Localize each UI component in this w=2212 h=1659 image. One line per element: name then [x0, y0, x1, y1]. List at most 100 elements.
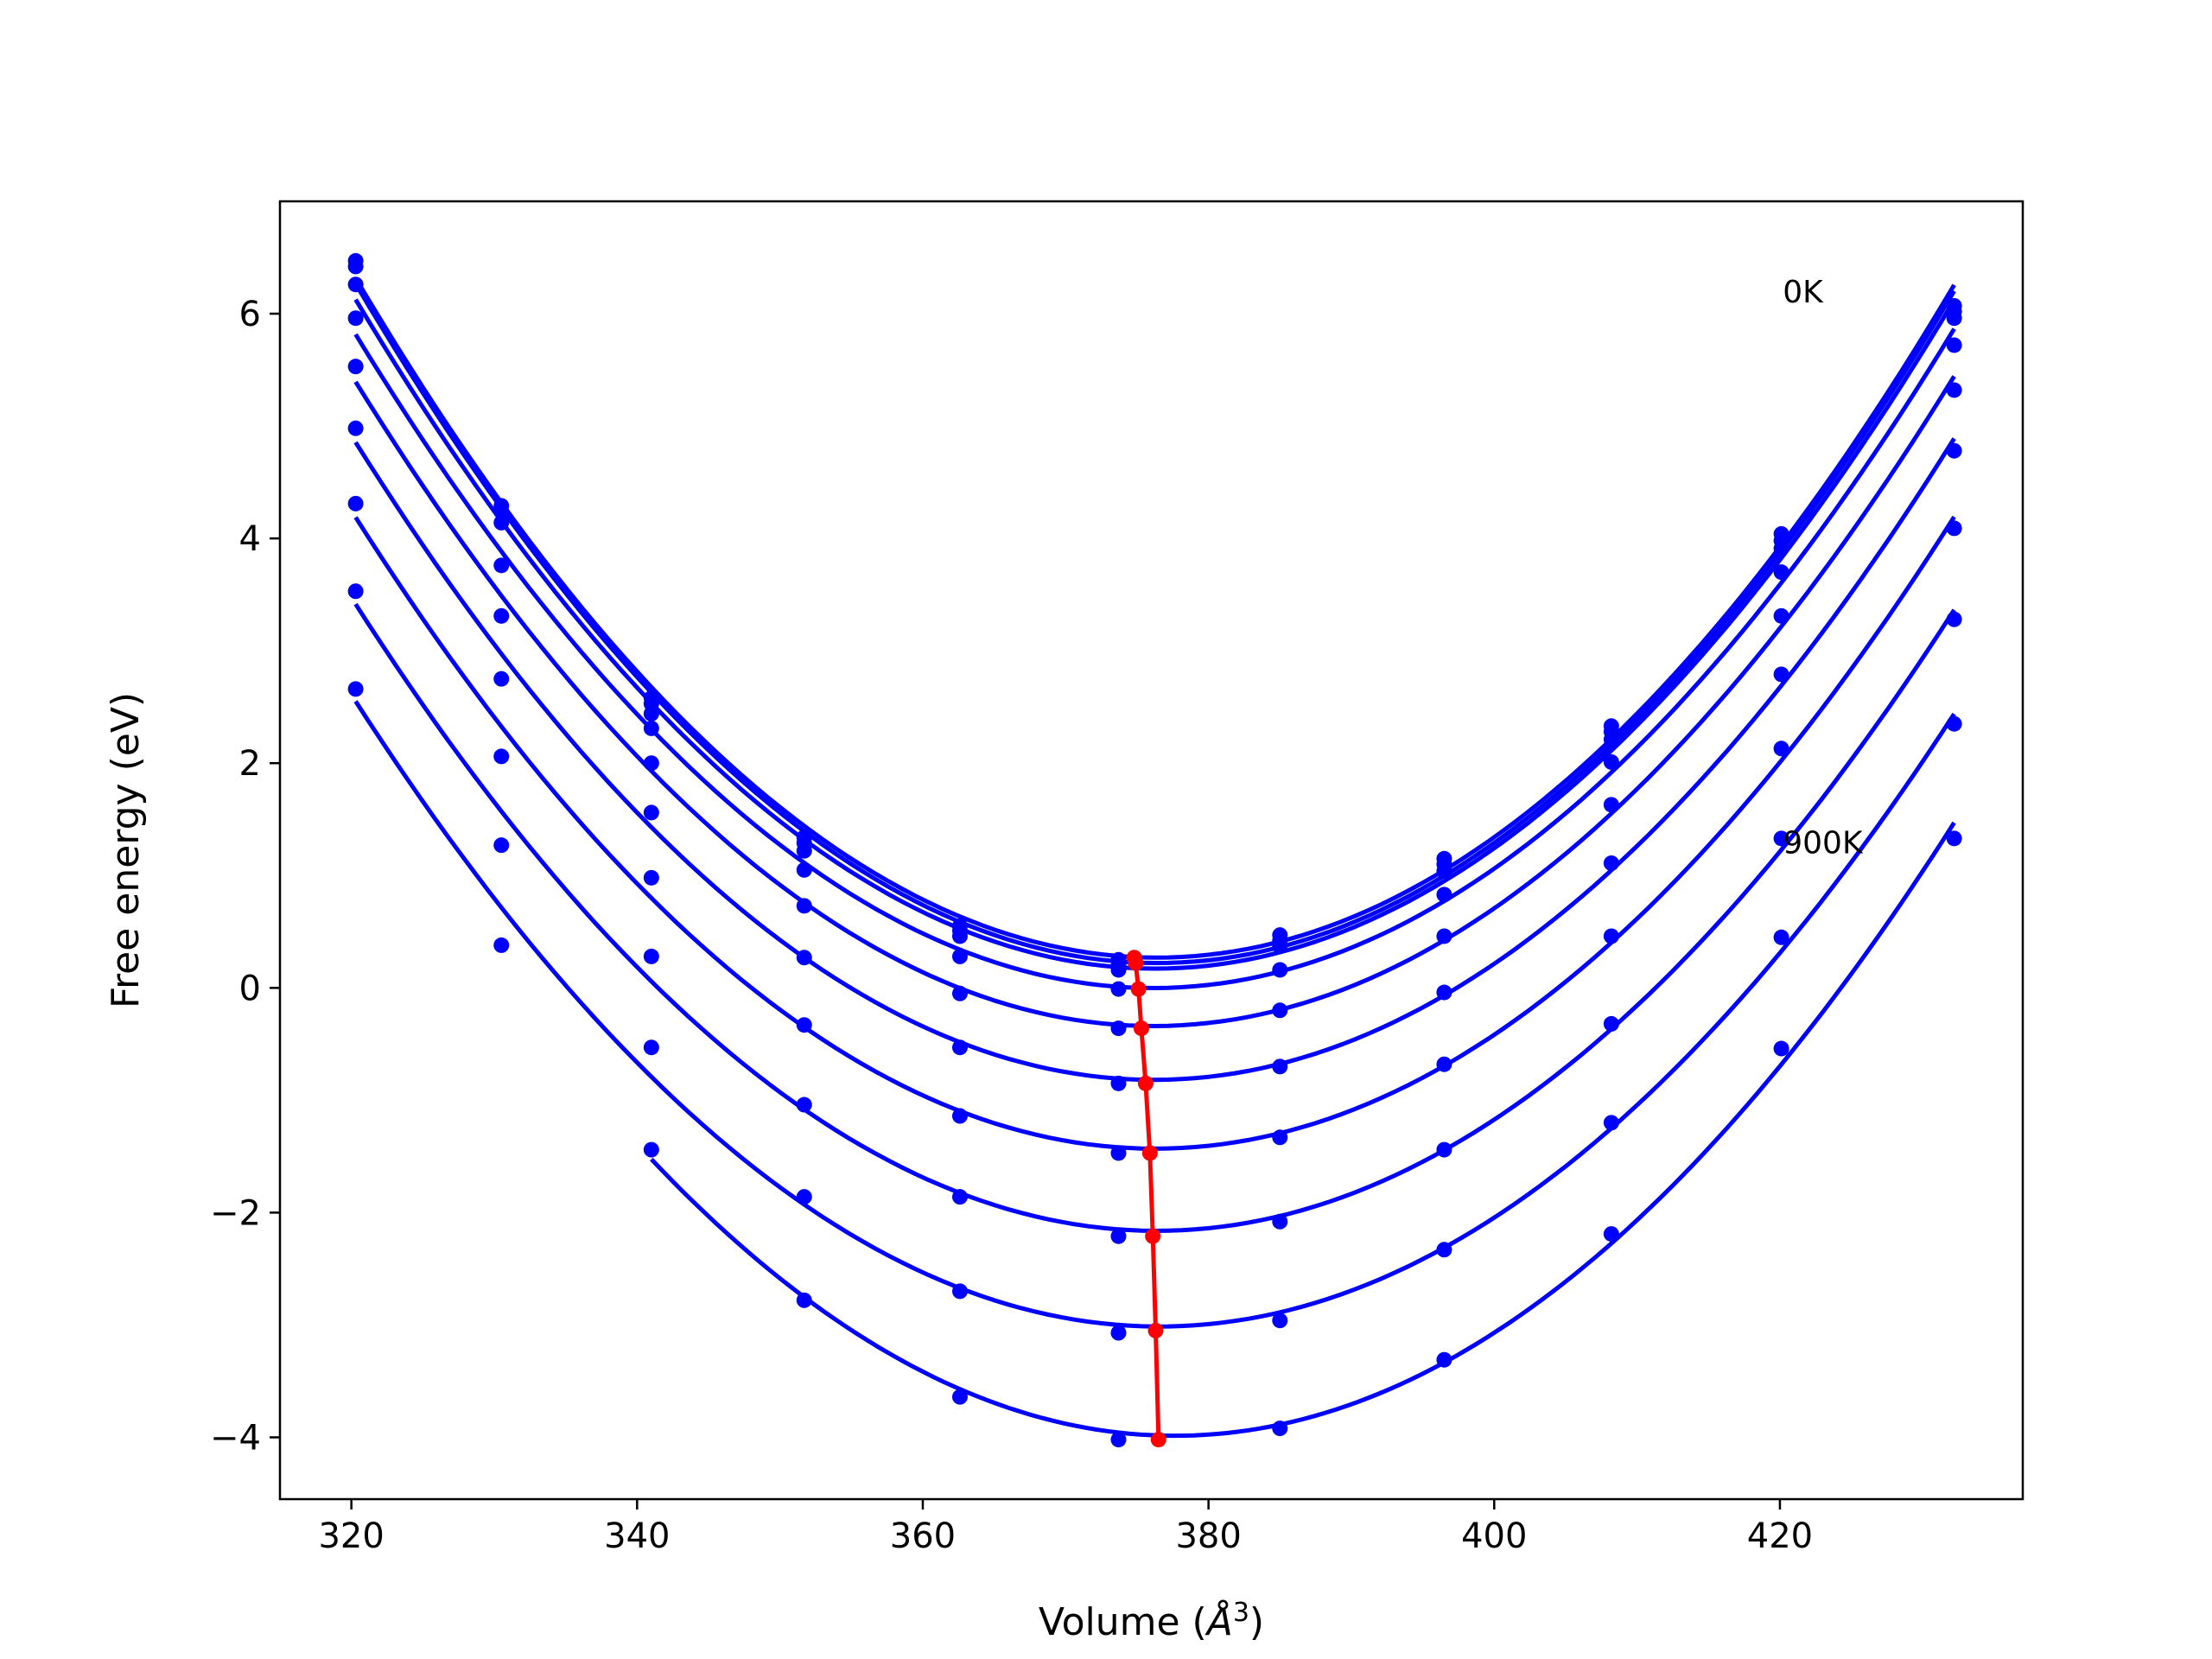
data-point: [796, 842, 812, 859]
data-point: [1110, 1325, 1127, 1341]
data-point: [643, 705, 659, 721]
data-point: [347, 495, 364, 512]
data-point: [347, 276, 364, 293]
data-point: [1110, 1020, 1127, 1037]
data-point: [1110, 1228, 1127, 1244]
x-tick-label: 320: [318, 1516, 384, 1556]
energy-curve: [353, 327, 1956, 991]
data-point: [951, 928, 968, 944]
minimum-point: [1145, 1228, 1161, 1244]
data-point: [493, 748, 510, 765]
data-point: [951, 985, 968, 1001]
data-point: [1603, 1015, 1619, 1032]
data-point: [1436, 1056, 1452, 1072]
data-point: [796, 1096, 812, 1113]
minimum-point: [1130, 981, 1147, 997]
y-tick-label: 2: [239, 744, 261, 784]
data-point: [1773, 564, 1789, 581]
plot-frame: [278, 200, 2024, 1501]
data-point: [643, 804, 659, 821]
x-tick-label: 340: [604, 1516, 670, 1556]
minimum-point: [1147, 1322, 1164, 1338]
data-point: [347, 258, 364, 275]
data-point: [1110, 1075, 1127, 1091]
x-axis-label-text: Volume (: [1039, 1600, 1207, 1644]
x-axis-label-unit: Å: [1205, 1599, 1233, 1644]
data-point: [643, 869, 659, 886]
data-point: [1436, 1351, 1452, 1368]
minimum-point: [1150, 1432, 1166, 1448]
data-point: [347, 359, 364, 375]
data-point: [1110, 962, 1127, 978]
y-tick-label: 4: [239, 519, 261, 559]
data-point: [1110, 981, 1127, 997]
annotation-label: 900K: [1783, 825, 1864, 861]
data-point: [1272, 962, 1288, 978]
data-point: [1436, 887, 1452, 903]
data-point: [1272, 1129, 1288, 1146]
data-point: [1272, 1002, 1288, 1019]
data-point: [1773, 666, 1789, 683]
energy-curve: [650, 821, 1956, 1439]
data-point: [1272, 1313, 1288, 1329]
data-point: [1603, 797, 1619, 813]
data-point: [493, 514, 510, 531]
data-point: [347, 420, 364, 436]
data-point: [1946, 337, 1962, 353]
y-tick-label: 0: [239, 969, 261, 1008]
data-point: [643, 720, 659, 736]
data-point: [643, 755, 659, 772]
data-point: [1773, 741, 1789, 757]
y-tick-label: −2: [210, 1193, 261, 1233]
x-axis-ticks: 320 340 360 380 400 420: [318, 1499, 1813, 1556]
data-point: [1946, 310, 1962, 327]
data-point: [1773, 540, 1789, 556]
minimum-point: [1128, 955, 1144, 971]
data-point: [951, 948, 968, 964]
data-point: [1946, 715, 1962, 732]
data-point: [493, 671, 510, 687]
data-point: [1603, 928, 1619, 944]
data-point: [1603, 753, 1619, 770]
data-point: [643, 948, 659, 964]
y-axis-label: Free energy (eV): [104, 692, 148, 1008]
data-point: [643, 1141, 659, 1158]
data-point: [951, 1108, 968, 1124]
data-point: [1436, 984, 1452, 1001]
data-point: [1773, 929, 1789, 945]
data-point: [1773, 1040, 1789, 1057]
data-point: [1946, 442, 1962, 459]
energy-curve: [353, 375, 1956, 1029]
x-tick-label: 400: [1461, 1516, 1527, 1556]
x-tick-label: 420: [1747, 1516, 1813, 1556]
data-point: [493, 503, 510, 519]
data-point: [1773, 607, 1789, 624]
x-axis-label-exponent: 3: [1233, 1598, 1249, 1628]
data-point: [493, 937, 510, 953]
x-axis-label-close: ): [1249, 1600, 1264, 1644]
data-point: [1773, 830, 1789, 847]
annotation-label: 0K: [1783, 275, 1824, 310]
data-point: [1603, 731, 1619, 747]
minimum-point: [1133, 1020, 1149, 1037]
energy-curve: [353, 276, 1956, 960]
data-point: [1946, 830, 1962, 847]
data-point: [796, 861, 812, 878]
energy-curve: [353, 602, 1956, 1234]
data-point: [1436, 863, 1452, 880]
data-point: [951, 1039, 968, 1056]
data-point: [951, 1283, 968, 1300]
data-point: [493, 607, 510, 624]
data-point: [493, 557, 510, 574]
data-point: [1272, 1421, 1288, 1437]
y-tick-label: 6: [239, 295, 261, 334]
data-point: [951, 1189, 968, 1205]
data-point: [1110, 1145, 1127, 1161]
data-point: [643, 1039, 659, 1056]
data-point: [1436, 928, 1452, 944]
data-point: [347, 310, 364, 327]
data-point: [1946, 520, 1962, 537]
y-tick-label: −4: [210, 1418, 261, 1458]
energy-curve: [353, 437, 1956, 1083]
